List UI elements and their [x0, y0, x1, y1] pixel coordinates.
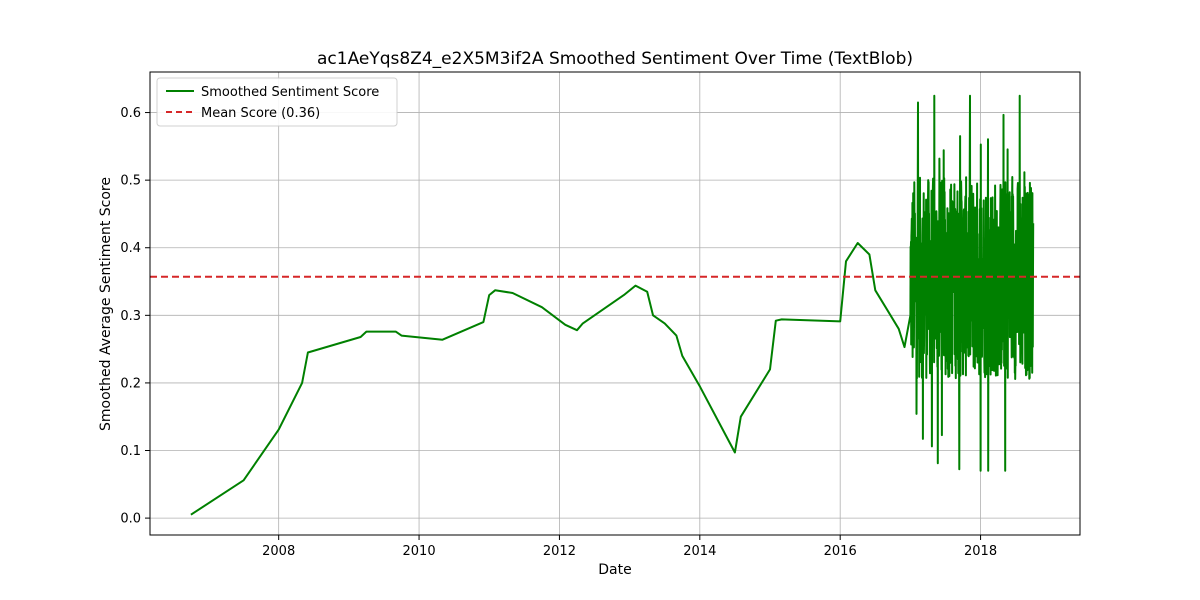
x-axis-label: Date: [598, 562, 631, 578]
sentiment-series-line: [190, 94, 1035, 516]
x-tick-label: 2018: [964, 544, 997, 559]
x-tick-label: 2012: [543, 544, 576, 559]
y-tick-label: 0.1: [120, 444, 141, 459]
x-tick-label: 2010: [403, 544, 436, 559]
series-layer: [150, 94, 1080, 516]
y-tick-label: 0.3: [120, 309, 141, 324]
legend-mean-label: Mean Score (0.36): [201, 106, 320, 121]
ticks: 2008 2010 2012 2014 2016 2018 0.0 0.1 0.2 0.3 0.4 0…: [120, 106, 997, 559]
legend-box: [156, 77, 398, 127]
legend-sentiment-label: Smoothed Sentiment Score: [201, 85, 379, 100]
legend: Smoothed Sentiment Score Mean Score (0.3…: [156, 77, 398, 127]
y-tick-label: 0.5: [120, 174, 141, 189]
y-tick-label: 0.2: [120, 376, 141, 391]
plot-frame: [149, 71, 1081, 536]
y-tick-label: 0.0: [120, 512, 141, 527]
y-tick-label: 0.6: [120, 106, 141, 121]
x-tick-label: 2016: [824, 544, 857, 559]
y-axis-label: Smoothed Average Sentiment Score: [98, 177, 114, 431]
x-tick-label: 2014: [683, 544, 716, 559]
y-tick-label: 0.4: [120, 241, 141, 256]
x-tick-label: 2008: [262, 544, 295, 559]
chart-title: ac1AeYqs8Z4_e2X5M3if2A Smoothed Sentimen…: [317, 49, 913, 69]
